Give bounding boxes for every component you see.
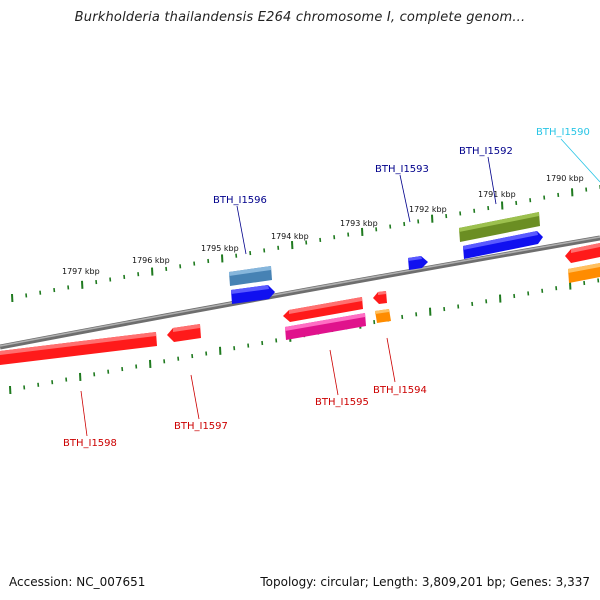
feature-blue-fwd-2[interactable]: [463, 231, 543, 259]
kbp-label-1790: 1790 kbp: [546, 174, 584, 183]
gene-label-bth-i1597[interactable]: BTH_I1597: [174, 421, 228, 432]
leader-bth-i1593: [399, 174, 411, 223]
feature-bth-i1593[interactable]: [408, 256, 428, 270]
leader-bth-i1592: [487, 156, 497, 205]
kbp-label-1796: 1796 kbp: [132, 256, 170, 265]
leader-bth-i1594: [386, 337, 396, 383]
gene-label-bth-i1594[interactable]: BTH_I1594: [373, 385, 427, 396]
feature-red-edge[interactable]: [565, 243, 600, 263]
chromosome-backbone-highlight: [0, 236, 600, 347]
gene-label-bth-i1593[interactable]: BTH_I1593: [375, 164, 429, 175]
kbp-label-1794: 1794 kbp: [271, 232, 309, 241]
gene-label-bth-i1595[interactable]: BTH_I1595: [315, 397, 369, 408]
feature-red-small[interactable]: [373, 291, 387, 304]
kbp-label-1795: 1795 kbp: [201, 244, 239, 253]
feature-bth-i1597[interactable]: [167, 324, 201, 342]
feature-bth-i1594[interactable]: [375, 309, 391, 323]
feature-bth-i1596[interactable]: [229, 266, 272, 286]
leader-bth-i1597: [190, 374, 200, 420]
feature-bth-i1595-red[interactable]: [283, 297, 363, 322]
leader-bth-i1596: [236, 205, 247, 255]
feature-blue-fwd-1[interactable]: [231, 285, 275, 304]
leader-bth-i1598: [80, 390, 88, 437]
kbp-label-1792: 1792 kbp: [409, 205, 447, 214]
feature-bth-i1598[interactable]: [0, 332, 157, 365]
feature-bth-i1595[interactable]: [285, 313, 366, 340]
gene-label-bth-i1598[interactable]: BTH_I1598: [63, 438, 117, 449]
accession-text: Accession: NC_007651: [9, 575, 146, 589]
outer-tick-track: [11, 185, 600, 303]
leader-bth-i1590: [560, 138, 600, 183]
chromosome-backbone: [0, 235, 600, 350]
feature-bth-i1592[interactable]: [459, 212, 540, 242]
inner-tick-track: [9, 278, 600, 395]
genome-summary-text: Topology: circular; Length: 3,809,201 bp…: [260, 575, 590, 589]
kbp-label-1797: 1797 kbp: [62, 267, 100, 276]
feature-orange-edge[interactable]: [568, 263, 600, 283]
gene-label-bth-i1592[interactable]: BTH_I1592: [459, 146, 513, 157]
leader-bth-i1595: [329, 349, 339, 396]
gene-label-bth-i1590[interactable]: BTH_I1590: [536, 127, 590, 138]
kbp-label-1791: 1791 kbp: [478, 190, 516, 199]
kbp-label-1793: 1793 kbp: [340, 219, 378, 228]
map-title: Burkholderia thailandensis E264 chromoso…: [74, 10, 526, 25]
gene-label-bth-i1596[interactable]: BTH_I1596: [213, 195, 267, 206]
